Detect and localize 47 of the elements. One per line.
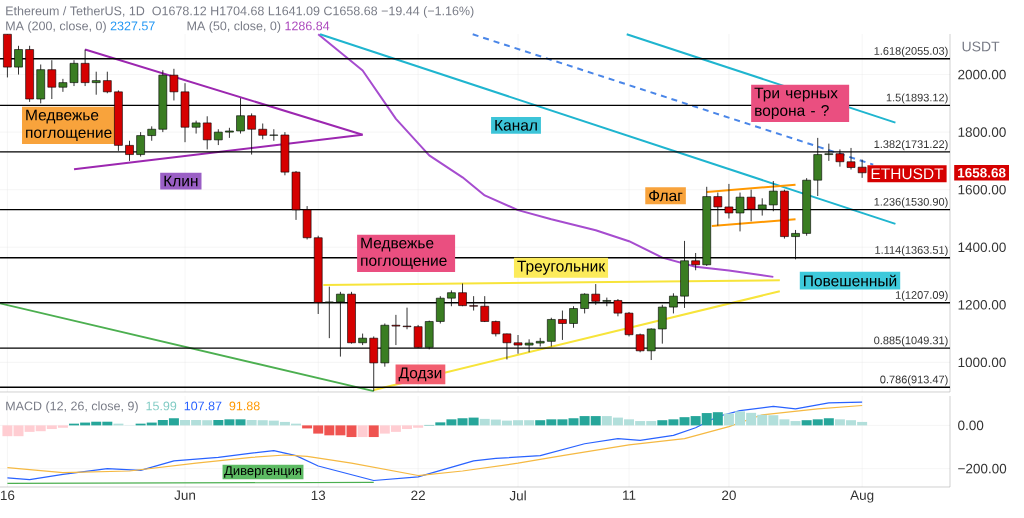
- ref-line-label: 1.5(1893.12): [886, 93, 948, 104]
- ref-line-label: 0.885(1049.31): [874, 336, 948, 347]
- ref-line-label: 1.236(1530.90): [874, 197, 948, 208]
- annotation: Канал: [495, 119, 537, 131]
- x-tick-label: Jul: [509, 490, 526, 501]
- chart-title: Ethereum / TetherUS, 1D: [6, 6, 145, 17]
- annotation: Треугольник: [517, 260, 606, 275]
- annotation: 91.88: [229, 401, 260, 411]
- y-tick-label: −200.00: [958, 463, 1007, 474]
- ref-line-label: 0.786(913.47): [880, 375, 948, 386]
- text: 1286.84: [285, 21, 330, 31]
- annotation: Медвежье поглощение: [361, 237, 447, 269]
- x-tick-label: Jun: [174, 490, 196, 500]
- ref-line-label: 1(1207.09): [895, 290, 948, 302]
- x-tick-label: 20: [722, 490, 736, 501]
- y-axis-title: USDT: [962, 41, 1000, 52]
- y-tick-label: 2000.00: [958, 69, 1006, 80]
- y-tick-label: 0.00: [958, 420, 984, 431]
- chart-title: MACD (12, 26, close, 9): [6, 401, 138, 413]
- annotation: ETHUSDT: [871, 168, 944, 180]
- y-tick-label: 1200.00: [958, 300, 1006, 310]
- annotation: Дивергенция: [224, 466, 302, 478]
- y-tick-label: 1000.00: [958, 357, 1006, 368]
- x-tick-label: 13: [311, 490, 326, 501]
- annotation: Додзи: [398, 367, 442, 382]
- annotation: Три черных ворона - ?: [754, 87, 838, 120]
- chart-subtitle: O1678.12 H1704.68 L1641.09 C1658.68 −19.44 (−1.16%): [152, 6, 474, 18]
- y-tick-label: 1800.00: [958, 127, 1006, 137]
- y-tick-label: 1400.00: [958, 242, 1006, 253]
- annotation: 107.87: [184, 401, 222, 411]
- annotation: Флаг: [649, 190, 683, 202]
- ref-line-label: 1.618(2055.03): [874, 46, 948, 58]
- x-tick-label: 11: [623, 490, 636, 500]
- x-tick-label: 22: [411, 490, 425, 500]
- annotation: Клин: [164, 175, 198, 187]
- text: MA (50, close, 0): [187, 21, 281, 33]
- y-tick-label: 1658.68: [958, 168, 1006, 178]
- text: MA (200, close, 0): [6, 21, 106, 33]
- x-tick-label: 16: [0, 490, 15, 501]
- ref-line-label: 1.114(1363.51): [875, 245, 948, 257]
- ref-line-label: 1.382(1731.22): [874, 139, 948, 151]
- text: 2327.57: [110, 21, 155, 31]
- annotation: Повешенный: [804, 274, 897, 287]
- y-tick-label: 1600.00: [958, 184, 1006, 195]
- x-tick-label: Aug: [850, 490, 874, 503]
- annotation: 15.99: [146, 401, 177, 411]
- annotation: Медвежье поглощение: [26, 109, 112, 141]
